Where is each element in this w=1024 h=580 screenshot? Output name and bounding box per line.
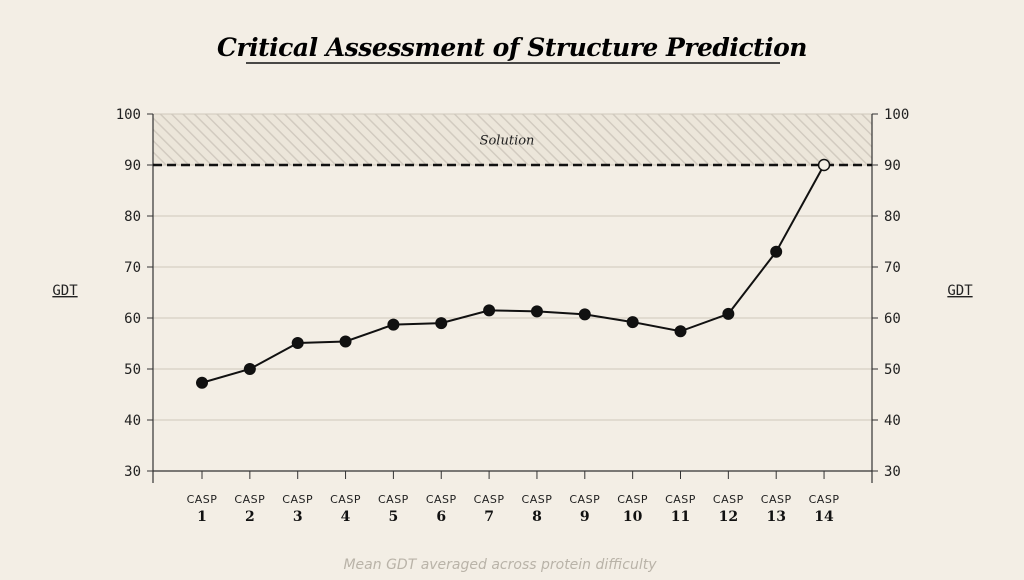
x-tick-prefix: CASP [761, 493, 792, 506]
y-tick-label-left: 70 [124, 260, 141, 276]
x-tick-prefix: CASP [378, 493, 409, 506]
x-tick-prefix: CASP [426, 493, 457, 506]
data-point [530, 305, 543, 318]
x-tick-prefix: CASP [330, 493, 361, 506]
y-tick-label-right: 40 [884, 413, 901, 429]
data-point [387, 318, 400, 331]
x-tick-prefix: CASP [713, 493, 744, 506]
x-tick-label: 7 [484, 509, 494, 525]
data-point [722, 307, 735, 320]
x-tick-label: 6 [436, 509, 446, 525]
gridlines [153, 113, 872, 472]
y-tick-label-left: 90 [124, 158, 141, 174]
y-tick-label-left: 50 [124, 362, 141, 378]
y-axis-right-ticks: 100 90 80 70 60 50 40 30 [872, 107, 909, 480]
y-tick-label-left: 80 [124, 209, 141, 225]
data-point [626, 316, 639, 329]
y-tick-label-right: 90 [884, 158, 901, 174]
y-tick-label-left: 60 [124, 311, 141, 327]
x-tick-prefix: CASP [234, 493, 265, 506]
x-tick-label: 14 [814, 509, 834, 525]
x-tick-label: 8 [532, 509, 542, 525]
y-tick-label-right: 100 [884, 107, 909, 123]
x-axis-ticks: CASP 1 CASP 2 CASP 3 CASP 4 CASP 5 CASP 6 CASP 7 CASP 8… [187, 471, 840, 525]
x-tick-label: 11 [671, 509, 690, 525]
data-point [578, 308, 591, 321]
x-tick-label: 9 [580, 509, 590, 525]
y-tick-label-right: 80 [884, 209, 901, 225]
x-tick-prefix: CASP [617, 493, 648, 506]
data-points [196, 158, 831, 389]
x-tick-label: 12 [719, 509, 738, 525]
y-tick-label-left: 40 [124, 413, 141, 429]
data-point [339, 335, 352, 348]
data-point [243, 363, 256, 375]
y-axis-label-left: GDT [52, 283, 78, 299]
series-line [201, 164, 825, 384]
data-point [435, 317, 448, 330]
data-point [770, 245, 783, 258]
y-tick-label-right: 60 [884, 311, 901, 327]
y-tick-label-right: 70 [884, 260, 901, 276]
footnote: Mean GDT averaged across protein difficu… [343, 557, 657, 573]
data-point [674, 325, 687, 338]
x-tick-label: 4 [341, 509, 351, 525]
data-point [196, 376, 208, 389]
x-tick-prefix: CASP [522, 493, 553, 506]
x-tick-prefix: CASP [282, 493, 313, 506]
solution-band [153, 114, 872, 165]
y-tick-label-left: 30 [124, 464, 141, 480]
x-tick-prefix: CASP [474, 493, 505, 506]
x-tick-prefix: CASP [569, 493, 600, 506]
data-point [817, 158, 831, 172]
x-tick-prefix: CASP [187, 493, 218, 506]
y-tick-label-right: 30 [884, 464, 901, 480]
chart-title: Critical Assessment of Structure Predict… [217, 33, 807, 62]
x-tick-prefix: CASP [665, 493, 696, 506]
y-tick-label-right: 50 [884, 362, 901, 378]
x-tick-label: 10 [623, 509, 643, 525]
x-tick-label: 13 [766, 509, 785, 525]
solution-label: Solution [480, 134, 535, 149]
x-tick-prefix: CASP [809, 493, 840, 506]
x-tick-label: 1 [197, 509, 207, 525]
data-point [483, 304, 496, 317]
x-tick-label: 3 [293, 509, 303, 525]
y-axis-left-ticks: 100 90 80 70 60 50 40 30 [116, 107, 153, 480]
y-tick-label-left: 100 [116, 107, 141, 123]
x-tick-label: 2 [245, 509, 255, 525]
axes [152, 114, 873, 483]
x-tick-label: 5 [389, 509, 399, 525]
data-point [291, 336, 304, 349]
y-axis-label-right: GDT [947, 283, 973, 299]
